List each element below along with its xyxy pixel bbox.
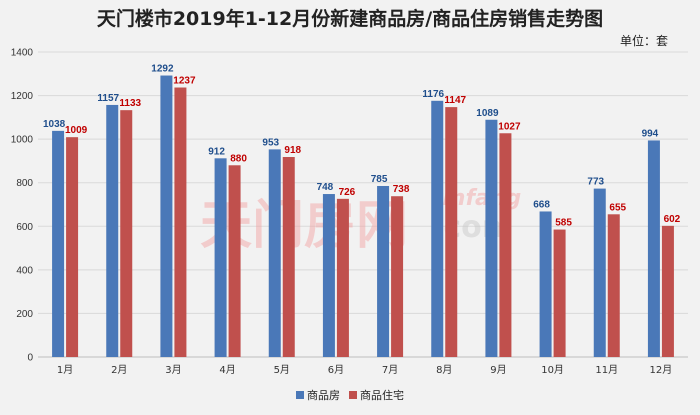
data-label: 1009 <box>65 125 88 136</box>
legend-label-商品住宅: 商品住宅 <box>360 388 404 402</box>
unit-label: 单位：套 <box>620 33 668 48</box>
x-tick-label: 8月 <box>436 364 452 376</box>
bar-商品房-9月 <box>485 119 498 357</box>
bar-商品房-1月 <box>52 130 65 357</box>
bar-商品住宅-7月 <box>391 196 404 357</box>
bars <box>52 75 674 358</box>
y-axis: 0 200 400 600 800 1000 1200 1400 <box>11 48 34 364</box>
bar-商品住宅-9月 <box>499 133 512 357</box>
chart-title: 天门楼市2019年1-12月份新建商品房/商品住房销售走势图 <box>97 7 603 30</box>
data-label: 668 <box>533 199 550 210</box>
data-label: 1157 <box>97 93 119 104</box>
bar-商品住宅-4月 <box>228 165 241 357</box>
x-tick-label: 2月 <box>111 364 127 376</box>
bar-商品住宅-8月 <box>445 107 458 357</box>
data-label: 1237 <box>173 76 196 87</box>
data-label: 655 <box>609 202 626 213</box>
watermark: 天门房网 tmfang .com <box>200 186 521 256</box>
data-label: 880 <box>230 153 247 164</box>
data-label: 738 <box>393 184 410 195</box>
data-label: 912 <box>208 146 225 157</box>
y-tick-label: 400 <box>16 265 33 276</box>
bar-商品房-10月 <box>539 211 552 357</box>
x-tick-label: 3月 <box>165 364 181 376</box>
data-label: 773 <box>587 177 604 188</box>
data-label: 1089 <box>476 108 499 119</box>
data-label: 953 <box>262 137 279 148</box>
data-label: 1038 <box>43 119 66 130</box>
data-label: 1133 <box>119 98 141 109</box>
data-label: 1176 <box>422 89 444 100</box>
x-tick-label: 12月 <box>650 364 673 376</box>
x-axis: 1月 2月 3月 4月 5月 6月 7月 8月 9月 10月 11月 12月 <box>57 364 672 376</box>
bar-商品房-2月 <box>106 104 119 357</box>
x-tick-label: 1月 <box>57 364 73 376</box>
x-tick-label: 10月 <box>541 364 564 376</box>
bar-商品房-6月 <box>322 194 335 357</box>
bar-商品住宅-2月 <box>120 110 133 358</box>
x-tick-label: 6月 <box>328 364 344 376</box>
data-label: 1147 <box>444 95 466 106</box>
data-label: 726 <box>339 187 356 198</box>
y-tick-label: 200 <box>16 309 33 320</box>
x-tick-label: 7月 <box>382 364 398 376</box>
data-label: 785 <box>371 174 388 185</box>
data-label: 1292 <box>151 64 174 75</box>
data-label: 585 <box>555 218 572 229</box>
y-tick-label: 800 <box>16 178 33 189</box>
bar-商品住宅-12月 <box>661 225 674 357</box>
legend-label-商品房: 商品房 <box>307 388 340 402</box>
gridlines <box>38 51 688 358</box>
x-tick-label: 9月 <box>490 364 506 376</box>
data-label: 1027 <box>498 121 521 132</box>
bar-商品房-4月 <box>214 158 227 357</box>
bar-商品住宅-3月 <box>174 87 187 357</box>
bar-商品住宅-6月 <box>336 198 349 357</box>
bar-商品房-8月 <box>431 100 444 358</box>
x-tick-label: 4月 <box>219 364 235 376</box>
y-tick-label: 1400 <box>11 48 34 59</box>
bar-商品住宅-5月 <box>282 157 295 357</box>
bar-商品住宅-1月 <box>66 137 79 357</box>
y-tick-label: 1000 <box>11 135 34 146</box>
legend-swatch-商品房 <box>296 391 304 399</box>
data-label: 994 <box>642 128 659 139</box>
x-tick-label: 5月 <box>274 364 290 376</box>
bar-商品房-3月 <box>160 75 173 358</box>
legend: 商品房 商品住宅 <box>296 388 404 402</box>
y-tick-label: 600 <box>16 222 33 233</box>
data-label: 918 <box>284 145 301 156</box>
bar-商品住宅-10月 <box>553 229 566 357</box>
data-label: 748 <box>317 182 334 193</box>
y-tick-label: 1200 <box>11 91 34 102</box>
bar-商品住宅-11月 <box>607 214 620 357</box>
x-tick-label: 11月 <box>595 364 618 376</box>
bar-商品房-7月 <box>377 185 390 357</box>
bar-商品房-12月 <box>647 140 660 357</box>
data-label: 602 <box>664 214 681 225</box>
bar-商品房-11月 <box>593 188 606 357</box>
y-tick-label: 0 <box>27 353 33 364</box>
bar-商品房-5月 <box>268 149 281 357</box>
legend-swatch-商品住宅 <box>349 391 357 399</box>
